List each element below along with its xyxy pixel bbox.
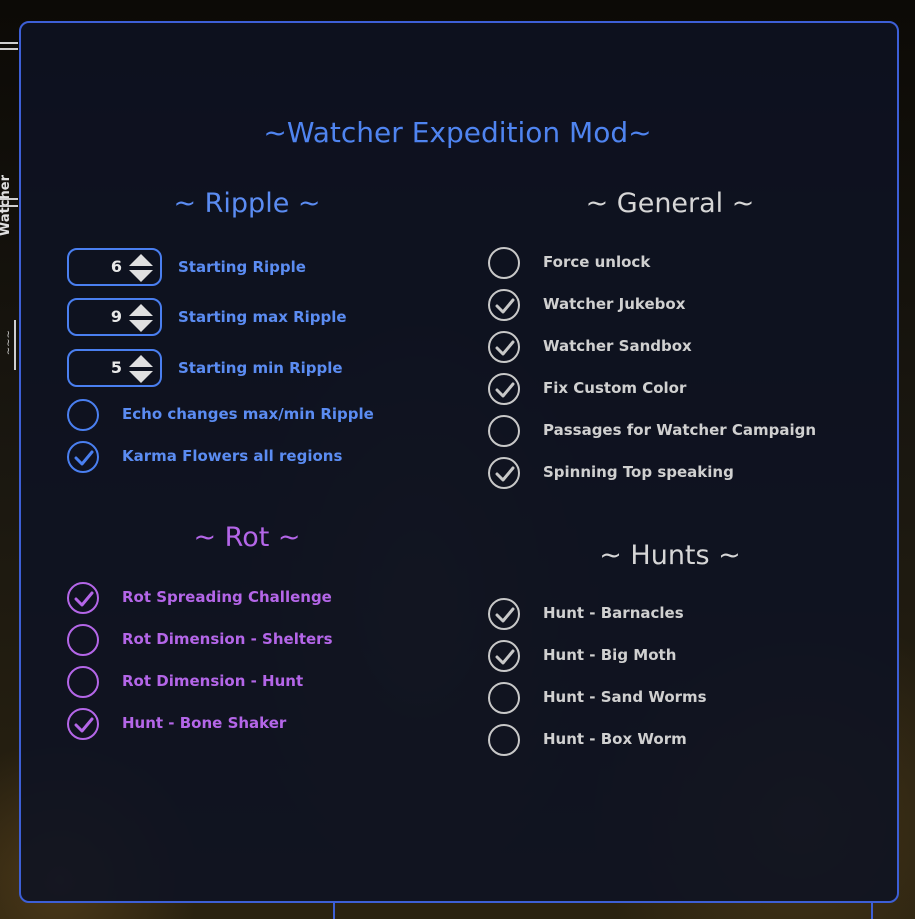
checkbox[interactable]	[488, 415, 520, 447]
checkbox[interactable]	[488, 724, 520, 756]
page-title: ~Watcher Expedition Mod~	[263, 116, 652, 149]
checkbox-label: Rot Dimension - Shelters	[122, 630, 333, 648]
tab-tilde-icon: ~~~	[2, 330, 13, 356]
checkbox[interactable]	[488, 373, 520, 405]
hunts-section-title: ~ Hunts ~	[599, 540, 741, 571]
checkmark-icon	[495, 649, 515, 665]
tab-bar-mid-2	[0, 205, 18, 207]
checkbox[interactable]	[488, 457, 520, 489]
stepper-value: 5	[110, 358, 122, 377]
checkmark-icon	[495, 382, 515, 398]
tab-bar-top	[0, 42, 18, 44]
stepper-value: 9	[110, 307, 122, 326]
checkbox[interactable]	[488, 289, 520, 321]
tab-bar-mid	[0, 198, 18, 200]
checkmark-icon	[74, 450, 94, 466]
checkbox-label: Echo changes max/min Ripple	[122, 405, 374, 423]
checkbox-label: Rot Dimension - Hunt	[122, 672, 304, 690]
checkmark-icon	[495, 466, 515, 482]
checkbox-label: Force unlock	[543, 253, 651, 271]
starting-min-ripple-stepper[interactable]: 5	[67, 349, 162, 387]
checkbox-label: Watcher Sandbox	[543, 337, 692, 355]
checkbox[interactable]	[67, 624, 99, 656]
checkbox[interactable]	[67, 441, 99, 473]
starting-ripple-stepper[interactable]: 6	[67, 248, 162, 286]
stepper-value: 6	[110, 257, 122, 276]
starting-max-ripple-stepper[interactable]: 9	[67, 298, 162, 336]
checkbox[interactable]	[488, 598, 520, 630]
general-section-title: ~ General ~	[585, 188, 755, 219]
settings-panel	[19, 21, 899, 903]
checkbox-label: Rot Spreading Challenge	[122, 588, 332, 606]
checkmark-icon	[495, 298, 515, 314]
checkbox-label: Hunt - Bone Shaker	[122, 714, 287, 732]
checkbox-label: Spinning Top speaking	[543, 463, 734, 481]
starting-ripple-label: Starting Ripple	[178, 258, 306, 276]
checkbox[interactable]	[67, 708, 99, 740]
up-down-arrows-icon[interactable]	[129, 254, 153, 282]
rot-section-title: ~ Rot ~	[193, 522, 301, 553]
tab-bar-top-2	[0, 48, 18, 50]
checkmark-icon	[495, 340, 515, 356]
watcher-side-tab[interactable]: Watcher ~~~	[0, 40, 18, 370]
checkbox[interactable]	[488, 247, 520, 279]
checkbox[interactable]	[67, 666, 99, 698]
checkbox-label: Hunt - Barnacles	[543, 604, 684, 622]
checkbox-label: Hunt - Big Moth	[543, 646, 677, 664]
ripple-section-title: ~ Ripple ~	[173, 188, 321, 219]
starting-min-ripple-label: Starting min Ripple	[178, 359, 343, 377]
checkbox-label: Passages for Watcher Campaign	[543, 421, 817, 439]
tab-divider	[14, 320, 16, 370]
checkbox[interactable]	[67, 582, 99, 614]
checkbox-label: Fix Custom Color	[543, 379, 687, 397]
checkbox[interactable]	[488, 640, 520, 672]
starting-max-ripple-label: Starting max Ripple	[178, 308, 347, 326]
checkbox-label: Karma Flowers all regions	[122, 447, 343, 465]
checkbox-label: Watcher Jukebox	[543, 295, 686, 313]
checkbox-label: Hunt - Box Worm	[543, 730, 687, 748]
up-down-arrows-icon[interactable]	[129, 304, 153, 332]
checkbox[interactable]	[488, 331, 520, 363]
checkbox[interactable]	[488, 682, 520, 714]
checkmark-icon	[74, 717, 94, 733]
checkbox[interactable]	[67, 399, 99, 431]
up-down-arrows-icon[interactable]	[129, 355, 153, 383]
checkmark-icon	[74, 591, 94, 607]
checkbox-label: Hunt - Sand Worms	[543, 688, 707, 706]
checkmark-icon	[495, 607, 515, 623]
lower-panel-edge	[333, 903, 873, 919]
